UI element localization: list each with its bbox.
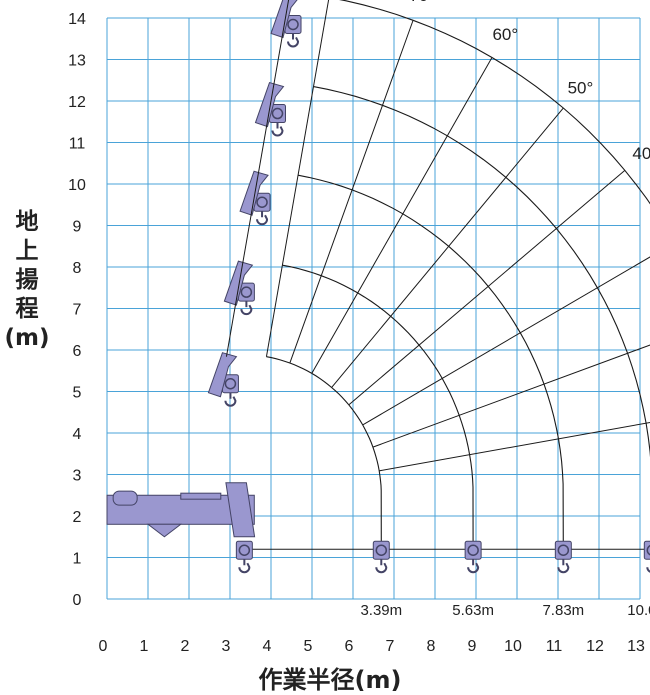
x-tick-label: 5 — [304, 638, 313, 655]
y-axis-label-char: 上 — [2, 237, 52, 266]
y-axis-label-char: 程 — [2, 295, 52, 324]
x-tick-label: 11 — [546, 638, 563, 655]
hook-curve — [376, 559, 386, 572]
x-tick-label: 2 — [181, 638, 190, 655]
radius-label: 3.39m — [360, 602, 402, 619]
hook-curve — [241, 301, 251, 314]
angle-label: 40° — [632, 144, 650, 163]
x-tick-label: 13 — [627, 638, 645, 655]
x-tick-label: 10 — [504, 638, 522, 655]
y-axis-label-char: 地 — [2, 208, 52, 237]
boom-rest — [181, 493, 221, 499]
x-tick-label: 0 — [99, 638, 108, 655]
angle-label: 60° — [492, 25, 518, 44]
boom-arc — [266, 357, 381, 550]
x-tick-label: 3 — [222, 638, 231, 655]
y-tick-label: 10 — [68, 177, 86, 194]
y-tick-label: 11 — [69, 136, 86, 153]
hook-curve — [257, 211, 267, 224]
boom-column-line — [226, 0, 289, 357]
hook-icon — [236, 541, 252, 572]
x-tick-label: 8 — [427, 638, 436, 655]
outrigger — [148, 524, 181, 536]
hook-curve — [288, 33, 298, 46]
x-tick-label: 6 — [345, 638, 354, 655]
y-tick-label: 0 — [73, 592, 82, 609]
boom-arc — [329, 0, 650, 549]
x-tick-label: 4 — [263, 638, 272, 655]
hook-icon — [555, 541, 571, 572]
winch-drum — [113, 491, 137, 505]
hook-icon — [644, 541, 650, 572]
hook-icon — [465, 541, 481, 572]
x-tick-label: 12 — [586, 638, 604, 655]
hook-curve — [239, 559, 249, 572]
y-tick-label: 8 — [73, 260, 82, 277]
y-tick-label: 7 — [73, 302, 82, 319]
angle-label: 70° — [409, 0, 435, 5]
hook-icon — [373, 541, 389, 572]
x-tick-label: 9 — [468, 638, 477, 655]
boom-arc — [282, 265, 473, 549]
hook-curve — [468, 559, 478, 572]
y-tick-label: 3 — [73, 468, 82, 485]
y-tick-label: 4 — [73, 426, 82, 443]
y-axis-label-char: (m) — [2, 324, 52, 353]
y-tick-label: 1 — [73, 551, 82, 568]
y-tick-label: 14 — [68, 11, 86, 28]
y-tick-label: 2 — [73, 509, 82, 526]
angle-ray — [379, 407, 650, 470]
y-axis-label-char: 揚 — [2, 266, 52, 295]
x-axis-label: 作業半径(m) — [230, 660, 430, 695]
y-axis-label: 地 上 揚 程 (m) — [2, 208, 52, 353]
hook-curve — [272, 123, 282, 136]
x-tick-label: 7 — [386, 638, 395, 655]
y-tick-label: 13 — [68, 53, 86, 70]
boom-arc — [298, 175, 563, 549]
angle-ray — [266, 0, 329, 357]
radius-label: 7.83m — [542, 602, 584, 619]
y-tick-label: 12 — [68, 94, 86, 111]
angle-label: 50° — [568, 78, 594, 97]
angle-ray — [373, 322, 650, 447]
y-tick-label: 9 — [73, 219, 82, 236]
y-tick-label: 5 — [73, 385, 82, 402]
x-tick-label: 1 — [140, 638, 149, 655]
radius-label: 10.00m — [627, 602, 650, 619]
hook-curve — [558, 559, 568, 572]
annotation-labels: 0°10°20°30°40°50°60°70°80°3.39m5.63m7.83… — [321, 0, 650, 619]
y-tick-label: 6 — [73, 343, 82, 360]
radius-label: 5.63m — [452, 602, 494, 619]
